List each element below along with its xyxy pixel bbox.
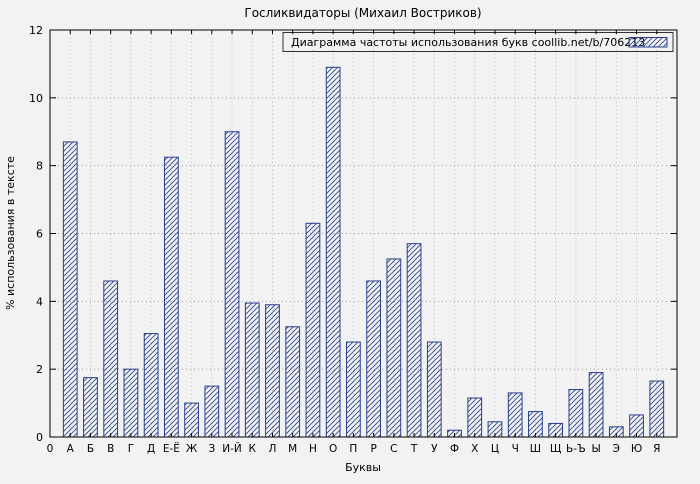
y-tick-label: 12 (29, 24, 43, 37)
x-tick-label: К (249, 443, 257, 455)
bar-В (103, 280, 119, 438)
bar-М (285, 326, 301, 438)
x-tick-label: Н (309, 443, 317, 455)
bar-З (204, 385, 220, 438)
x-tick-label: В (107, 443, 114, 455)
x-tick-label: Р (370, 443, 376, 455)
x-tick-label: О (329, 443, 337, 455)
x-tick-label: Д (147, 443, 155, 455)
x-tick-label: З (208, 443, 215, 455)
bar-И-Й (224, 131, 240, 438)
bar-Н (305, 222, 321, 438)
y-tick-label: 0 (36, 431, 43, 444)
legend-swatch (628, 37, 668, 48)
x-tick-label: Щ (550, 443, 562, 455)
x-tick-label: Ь-Ъ (566, 443, 586, 455)
y-tick-label: 8 (36, 160, 43, 173)
x-tick-label: Х (471, 443, 478, 455)
bar-Т (406, 243, 422, 438)
x-tick-label: А (67, 443, 75, 455)
bar-Я (649, 380, 665, 438)
bar-К (244, 302, 260, 438)
bar-Е-Ё (163, 156, 179, 438)
y-tick-label: 6 (36, 228, 43, 241)
legend-box (282, 32, 674, 52)
legend-label: Диаграмма частоты использования букв coo… (291, 36, 645, 49)
bar-Ы (588, 372, 604, 438)
legend: Диаграмма частоты использования букв coo… (282, 32, 674, 52)
x-tick-label: Ы (591, 443, 600, 455)
bar-П (346, 341, 361, 438)
bar-С (386, 258, 402, 438)
x-tick-label: Л (269, 443, 277, 455)
y-tick-label: 10 (29, 92, 43, 105)
bar-Х (467, 397, 483, 438)
x-tick-label: Ф (450, 443, 459, 455)
x-tick-label: У (431, 443, 438, 455)
bar-А (62, 141, 78, 438)
x-tick-label: Б (87, 443, 94, 455)
x-axis-label: Буквы (345, 461, 381, 474)
x-tick-label: Е-Ё (163, 442, 180, 455)
x-tick-label: Ч (512, 443, 519, 455)
x-tick-label: И-Й (222, 442, 242, 455)
bar-Ь-Ъ (568, 389, 584, 438)
x-tick-label: Ш (530, 443, 541, 455)
x-tick-label: Г (128, 443, 134, 455)
bar-О (325, 66, 341, 438)
y-axis-label: % использования в тексте (4, 156, 17, 310)
bar-Р (366, 280, 381, 438)
x-tick-label: М (288, 443, 297, 455)
axes-layer: 0 2 4 6 8 10 12 А Б В Г Д Е-Ё Ж З И-Й К Л М Н О П Р С Т У Ф Х Ц Ч Ш Щ Ь-… (29, 24, 678, 455)
bar-Г (123, 368, 139, 438)
y-tick-label: 2 (36, 363, 43, 376)
bar-Л (265, 304, 280, 438)
x-origin-label: 0 (47, 443, 54, 455)
bar-Ч (507, 392, 523, 438)
y-tick-label: 4 (36, 295, 43, 308)
bar-Ж (184, 402, 199, 438)
x-tick-label: Ж (186, 443, 198, 455)
x-tick-label: Т (410, 443, 418, 455)
x-tick-label: С (390, 443, 397, 455)
x-tick-label: Ц (491, 443, 499, 455)
x-tick-label: Ю (631, 443, 642, 455)
x-tick-label: Э (613, 443, 620, 455)
bar-У (426, 341, 442, 438)
chart-title: Госликвидаторы (Михаил Востриков) (244, 6, 481, 20)
x-tick-label: Я (653, 443, 660, 455)
bar-Д (143, 333, 159, 438)
bar-Б (83, 377, 98, 438)
x-tick-label: П (349, 443, 357, 455)
